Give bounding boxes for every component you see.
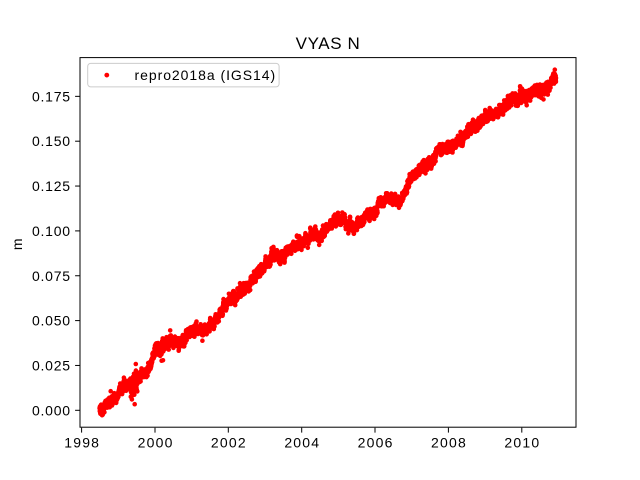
svg-text:2002: 2002 (211, 435, 247, 451)
svg-text:0.000: 0.000 (32, 402, 71, 418)
svg-text:2006: 2006 (358, 435, 394, 451)
svg-text:0.100: 0.100 (32, 223, 71, 239)
svg-text:0.050: 0.050 (32, 313, 71, 329)
svg-text:0.075: 0.075 (32, 268, 71, 284)
svg-text:2008: 2008 (431, 435, 467, 451)
svg-text:0.150: 0.150 (32, 133, 71, 149)
svg-text:VYAS N: VYAS N (296, 34, 361, 53)
svg-text:m: m (9, 238, 25, 250)
svg-text:repro2018a (IGS14): repro2018a (IGS14) (135, 67, 277, 83)
svg-text:0.025: 0.025 (32, 357, 71, 373)
svg-text:0.175: 0.175 (32, 88, 71, 104)
svg-text:2000: 2000 (138, 435, 174, 451)
svg-text:0.125: 0.125 (32, 178, 71, 194)
svg-text:2010: 2010 (504, 435, 540, 451)
svg-text:2004: 2004 (284, 435, 320, 451)
svg-text:1998: 1998 (64, 435, 100, 451)
